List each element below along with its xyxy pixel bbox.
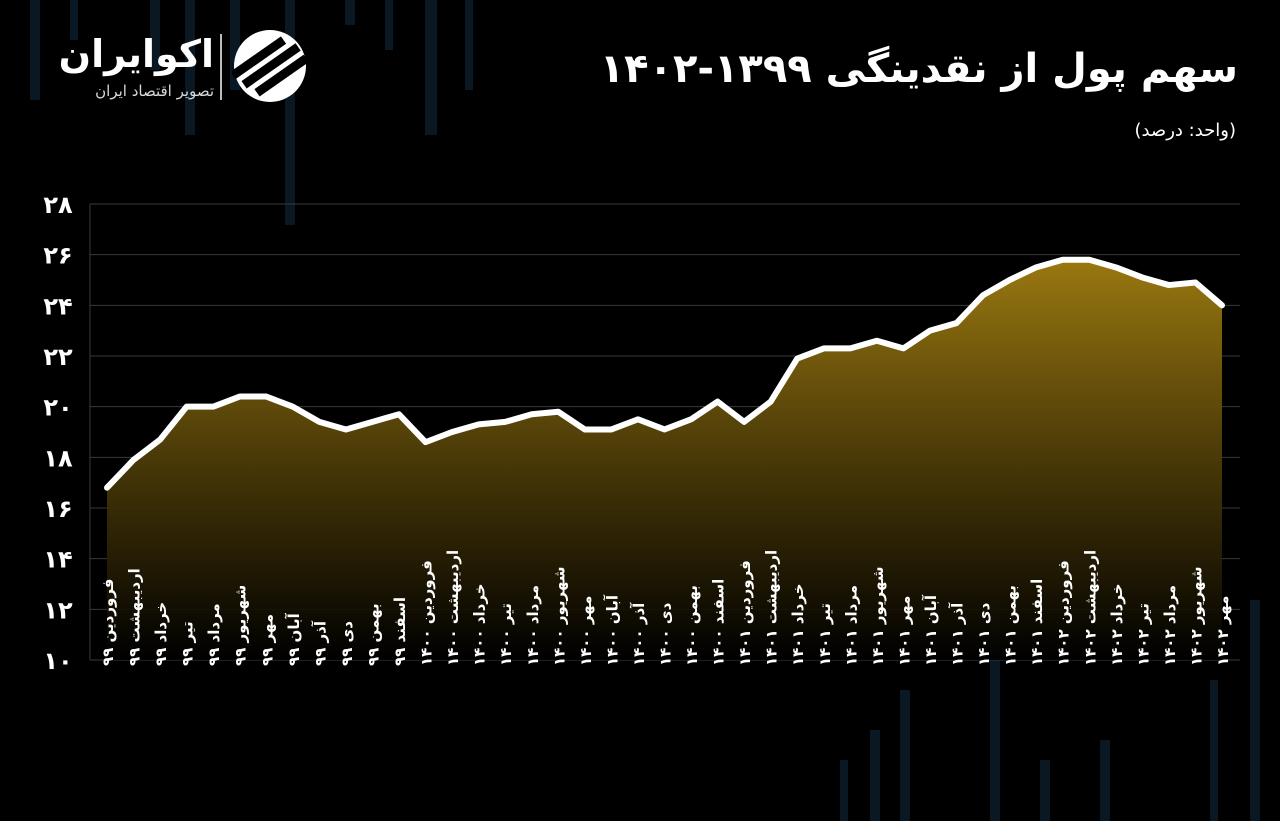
- y-tick-label: ۱۰: [43, 647, 72, 675]
- background-bar: [70, 0, 78, 40]
- x-tick-label: شهریور ۱۴۰۲: [1187, 566, 1205, 666]
- x-tick-label: فروردین ۱۴۰۱: [736, 560, 754, 666]
- x-tick-label: تیر ۱۴۰۲: [1134, 603, 1152, 666]
- background-bar: [185, 0, 195, 135]
- background-bar: [990, 600, 1000, 821]
- y-tick-label: ۲۴: [43, 292, 72, 320]
- ecoiran-logo-icon: [232, 30, 308, 102]
- x-tick-label: اسفند ۱۴۰۰: [710, 579, 728, 666]
- x-tick-label: مهر ۹۹: [258, 614, 276, 666]
- x-tick-label: اردیبهشت ۱۴۰۱: [763, 550, 781, 666]
- background-bar: [900, 690, 910, 821]
- series-line: [104, 256, 1225, 491]
- x-tick-label: مهر ۱۴۰۲: [1214, 596, 1232, 666]
- background-bar: [385, 0, 393, 50]
- x-tick-label: خرداد ۱۴۰۰: [471, 583, 489, 666]
- background-bar: [285, 0, 295, 225]
- x-tick-label: آذر ۹۹: [311, 620, 329, 666]
- x-tick-label: فروردین ۹۹: [99, 579, 117, 666]
- x-tick-label: مرداد ۱۴۰۲: [1161, 585, 1179, 666]
- x-tick-label: اردیبهشت ۱۴۰۰: [444, 550, 462, 666]
- x-tick-label: اردیبهشت ۹۹: [126, 568, 144, 666]
- x-tick-label: آبان ۱۴۰۰: [603, 594, 621, 666]
- x-tick-label: شهریور ۱۴۰۱: [869, 566, 887, 666]
- x-tick-label: تیر ۱۴۰۰: [497, 603, 515, 666]
- background-bar: [230, 0, 240, 90]
- x-tick-label: مرداد ۹۹: [205, 603, 223, 666]
- x-tick-label: تیر ۱۴۰۱: [816, 603, 834, 666]
- y-tick-label: ۱۴: [43, 546, 72, 574]
- background-bar: [465, 0, 473, 90]
- brand-tagline: تصویر اقتصاد ایران: [95, 82, 214, 100]
- y-tick-label: ۲۸: [43, 191, 73, 219]
- background-bar: [1250, 600, 1260, 821]
- x-tick-label: شهریور ۱۴۰۰: [550, 566, 568, 666]
- x-tick-label: دی ۱۴۰۰: [657, 602, 675, 666]
- x-tick-label: مرداد ۱۴۰۰: [524, 585, 542, 666]
- y-tick-label: ۲۶: [43, 242, 72, 270]
- background-bar: [870, 730, 880, 821]
- x-tick-label: آبان ۹۹: [285, 612, 303, 666]
- x-tick-label: بهمن ۱۴۰۱: [1002, 585, 1020, 666]
- brand-name: اکوایران: [58, 32, 214, 76]
- x-tick-label: مرداد ۱۴۰۱: [842, 585, 860, 666]
- background-bar: [1040, 760, 1050, 821]
- x-tick-label: فروردین ۱۴۰۲: [1055, 560, 1073, 666]
- x-tick-label: شهریور ۹۹: [232, 585, 250, 666]
- x-tick-label: مهر ۱۴۰۰: [577, 596, 595, 666]
- x-tick-label: مهر ۱۴۰۱: [895, 596, 913, 666]
- background-bar: [30, 0, 40, 100]
- y-tick-label: ۱۶: [43, 495, 72, 523]
- x-tick-label: دی ۹۹: [338, 621, 356, 666]
- background-bar: [425, 0, 437, 135]
- x-tick-label: بهمن ۱۴۰۰: [683, 585, 701, 666]
- chart-title: سهم پول از نقدینگی ۱۳۹۹-۱۴۰۲: [599, 46, 1238, 92]
- background-bar: [345, 0, 355, 25]
- y-tick-label: ۱۸: [43, 444, 73, 472]
- background-bar: [1100, 740, 1110, 821]
- x-tick-label: تیر ۹۹: [179, 621, 197, 666]
- y-tick-label: ۲۰: [43, 394, 72, 422]
- brand-logo: اکوایران تصویر اقتصاد ایران: [40, 28, 310, 108]
- y-tick-label: ۱۲: [43, 596, 73, 624]
- x-tick-label: خرداد ۱۴۰۲: [1108, 583, 1126, 666]
- x-tick-label: آذر ۱۴۰۱: [949, 602, 967, 666]
- background-bar: [1210, 680, 1218, 821]
- brand-separator: [220, 34, 222, 100]
- x-tick-label: خرداد ۹۹: [152, 602, 170, 666]
- x-tick-label: آبان ۱۴۰۱: [922, 594, 940, 666]
- background-bar: [150, 0, 160, 70]
- background-bar: [840, 760, 848, 821]
- x-tick-label: اسفند ۹۹: [391, 597, 409, 666]
- x-tick-label: آذر ۱۴۰۰: [630, 602, 648, 666]
- x-tick-label: اردیبهشت ۱۴۰۲: [1081, 550, 1099, 666]
- x-tick-label: دی ۱۴۰۱: [975, 602, 993, 666]
- unit-note: (واحد: درصد): [1134, 120, 1236, 141]
- y-tick-label: ۲۲: [43, 343, 73, 371]
- x-tick-label: اسفند ۱۴۰۱: [1028, 579, 1046, 666]
- x-tick-label: بهمن ۹۹: [364, 603, 382, 666]
- x-tick-label: خرداد ۱۴۰۱: [789, 583, 807, 666]
- area-fill: [107, 259, 1222, 660]
- x-tick-label: فروردین ۱۴۰۰: [418, 560, 436, 666]
